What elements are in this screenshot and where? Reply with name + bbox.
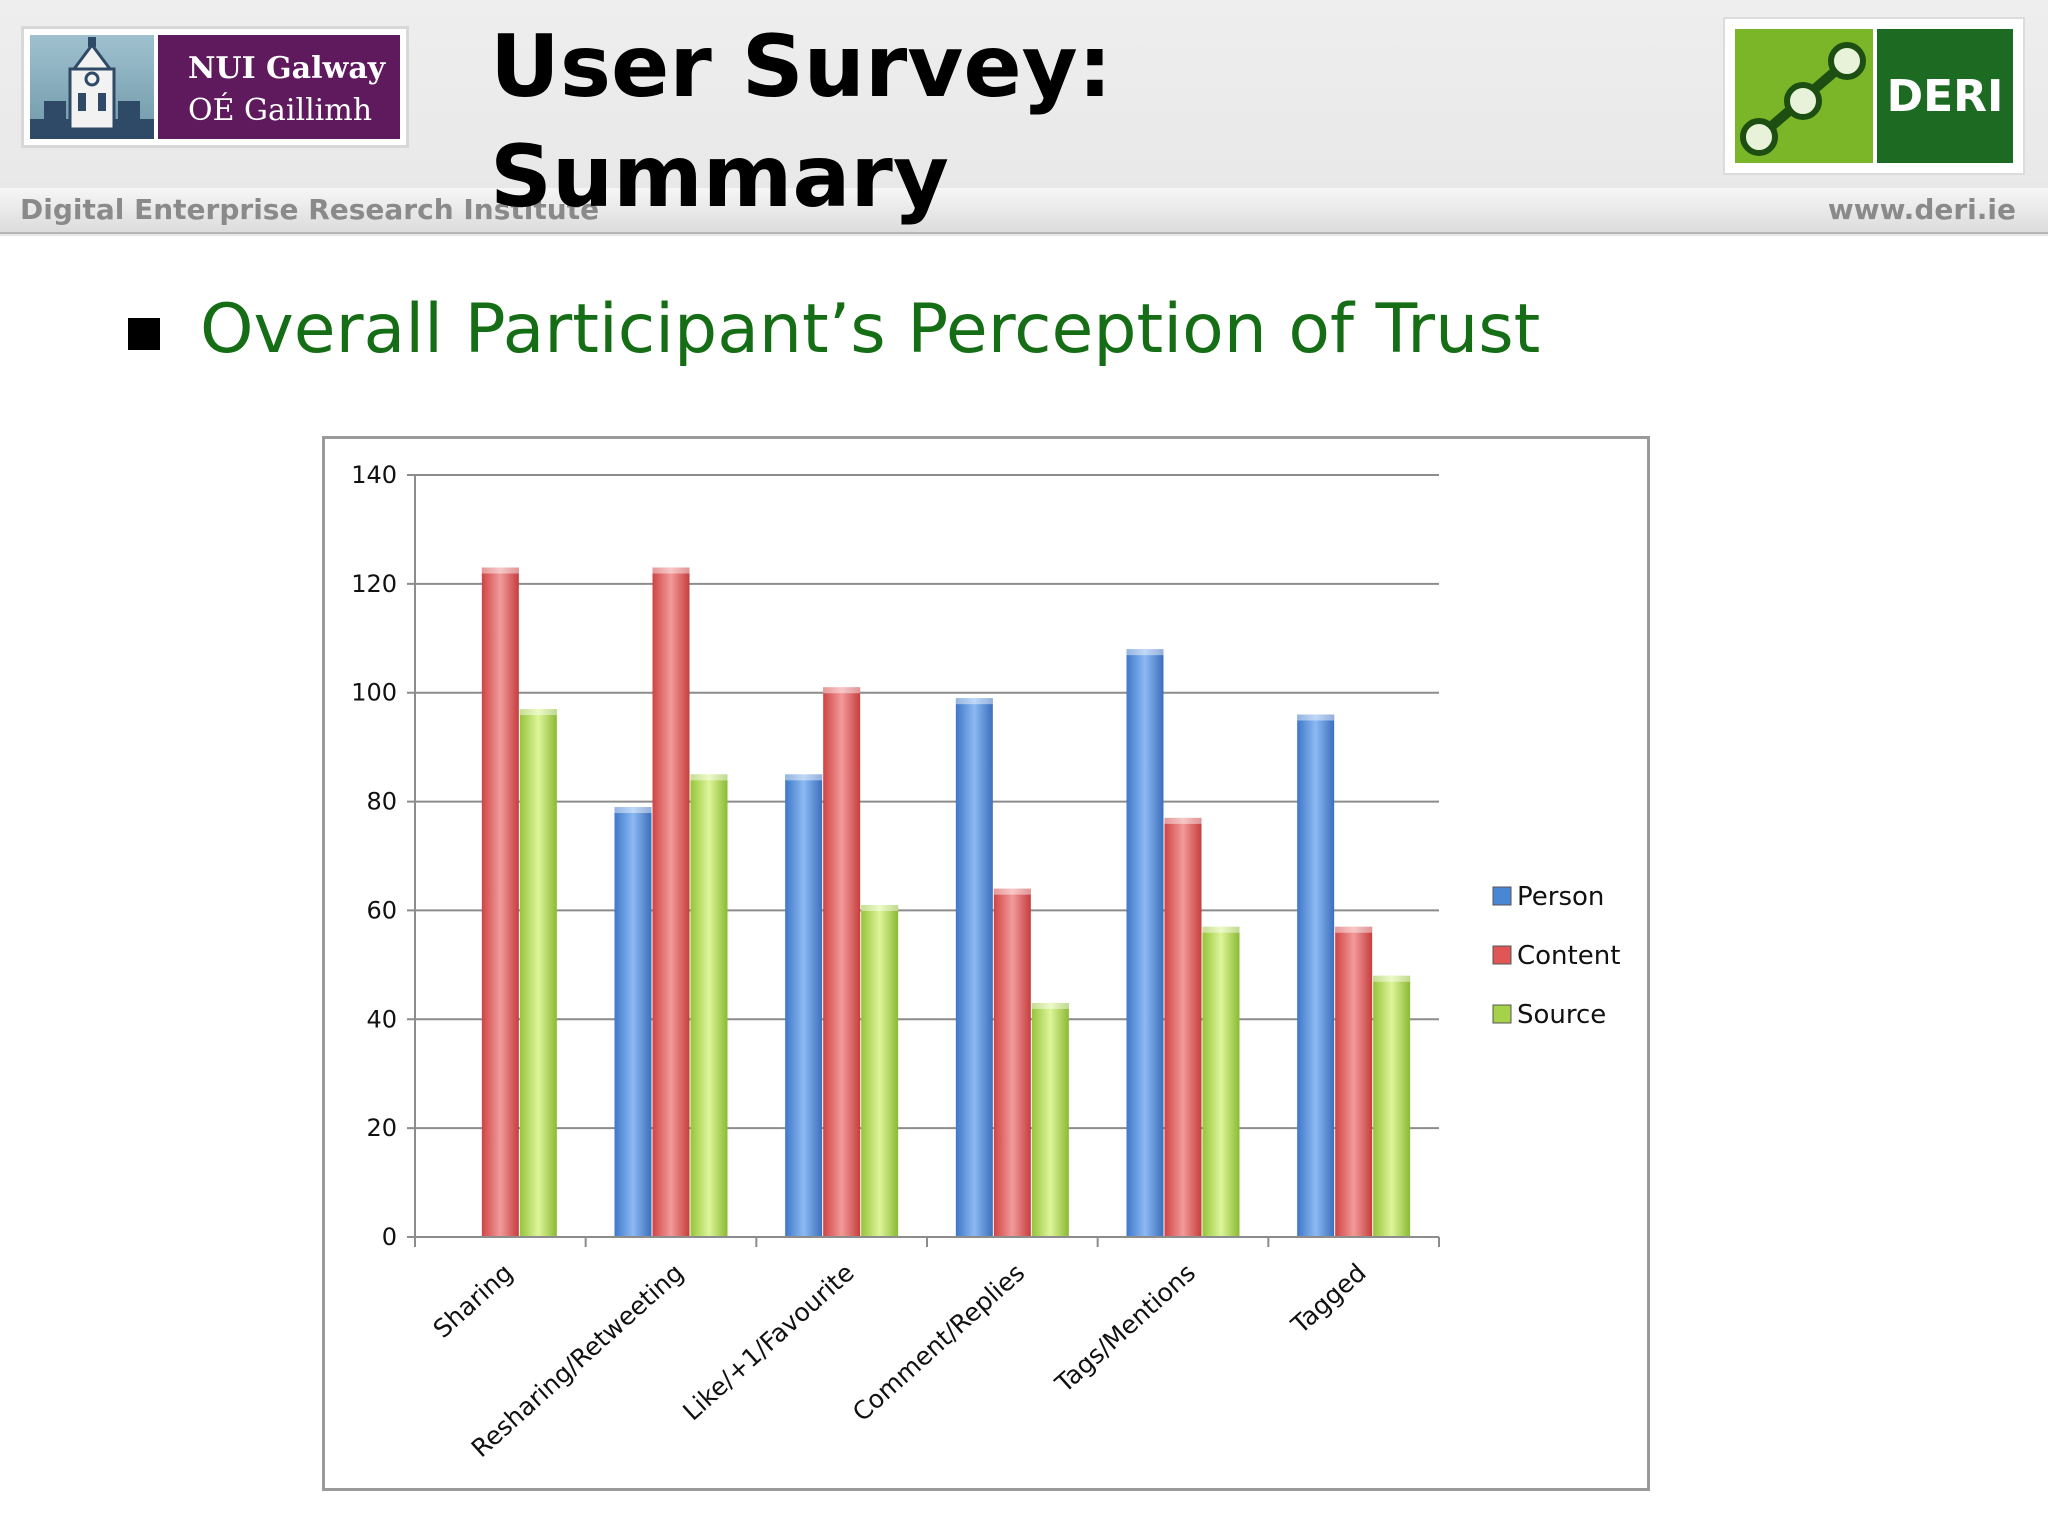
legend-label: Person [1517,882,1604,912]
gridlines [407,474,1439,1238]
deri-network-icon [1735,29,1873,163]
nui-logo-text-panel: NUI Galway OÉ Gaillimh [158,35,400,139]
nui-logo-irish-name: OÉ Gaillimh [188,93,373,128]
bar-person [1297,714,1335,1237]
bullet-heading: Overall Participant’s Perception of Trus… [200,290,1541,369]
bar-content [993,888,1031,1237]
bar-cap [690,774,728,781]
nui-logo-name: NUI Galway [188,51,386,86]
y-tick-label: 120 [351,570,397,598]
bar-source [690,774,728,1237]
legend-label: Source [1517,1000,1606,1030]
y-tick-label: 100 [351,679,397,707]
bar-cap [1297,714,1335,721]
bar-person [785,774,823,1237]
bar-cap [652,567,690,574]
legend-swatch [1492,886,1512,906]
bar-content [652,567,690,1237]
y-tick-label: 140 [351,461,397,489]
legend-swatch [1492,945,1512,965]
category-label: Tags/Mentions [1049,1258,1201,1399]
bar-cap [1164,817,1202,824]
legend-swatch [1492,1004,1512,1024]
institute-name: Digital Enterprise Research Institute [20,193,600,226]
bar-cap [1031,1002,1069,1009]
bar-person [1126,649,1164,1237]
y-tick-label: 20 [366,1114,397,1142]
slide-title-line-1: User Survey: [490,17,1113,117]
slide-title: User Survey: Summary [490,12,1112,232]
nui-galway-logo: NUI Galway OÉ Gaillimh [24,29,406,145]
chart-frame: 0 20 40 60 80 100 120 140 Sharing Resharing/Retwe… [322,436,1650,1491]
bar-cap [955,698,993,705]
slide-title-line-2: Summary [490,127,949,227]
deri-logo-text: DERI [1886,71,2004,122]
bar-cap [993,888,1031,895]
category-label: Like/+1/Favourite [677,1258,859,1426]
legend-label: Content [1517,941,1620,971]
bar-source [519,709,557,1237]
tower-icon [30,35,154,139]
bullet-square-icon [128,318,160,350]
legend: Person Content Source [1492,882,1620,1030]
bar-cap [1202,926,1240,933]
bar-cap [785,774,823,781]
bar-cap [614,807,652,814]
bar-cap [823,687,861,694]
bars [481,567,1411,1237]
category-label: Comment/Replies [847,1258,1030,1427]
website-url: www.deri.ie [1827,193,2016,226]
bar-source [1373,975,1411,1237]
bar-cap [1373,975,1411,982]
bar-chart: 020406080100120140SharingResharing/Retwe… [351,461,1620,1463]
bar-content [481,567,519,1237]
header-subbar [0,188,2048,234]
bar-source [1031,1002,1069,1237]
y-tick-label: 60 [366,896,397,924]
bar-person [955,698,993,1237]
bar-content [823,687,861,1237]
bar-source [861,904,899,1237]
bar-person [614,807,652,1237]
y-tick-label: 80 [366,788,397,816]
category-label: Sharing [428,1258,519,1344]
bar-cap [481,567,519,574]
bar-source [1202,926,1240,1237]
bar-cap [1126,649,1164,656]
y-tick-label: 40 [366,1005,397,1033]
bar-content [1335,926,1373,1237]
bar-cap [1335,926,1373,933]
bar-content [1164,817,1202,1237]
bar-cap [861,904,899,911]
deri-logo: DERI [1725,19,2023,173]
deri-logo-text-panel: DERI [1877,29,2013,163]
category-label: Tagged [1285,1258,1372,1340]
y-tick-label: 0 [382,1223,397,1251]
bar-cap [519,709,557,716]
